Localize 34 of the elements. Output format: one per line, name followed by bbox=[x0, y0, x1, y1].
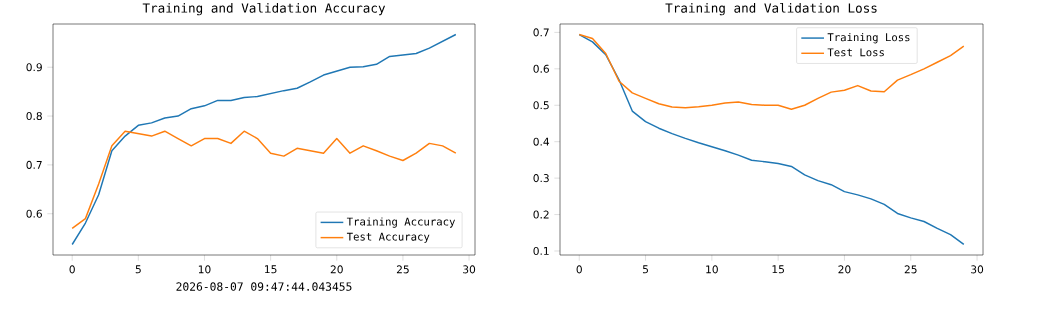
x-tick-label: 30 bbox=[971, 265, 984, 274]
text: 2026-08-07 09:47:44.043455 bbox=[176, 282, 352, 291]
x-tick-label: 0 bbox=[576, 265, 582, 274]
x-tick-label: 10 bbox=[706, 265, 718, 274]
x-tick-label: 20 bbox=[838, 265, 851, 274]
x-tick-label: 5 bbox=[135, 265, 141, 274]
legend-label: Training Loss bbox=[827, 33, 910, 44]
x-tick-label: 30 bbox=[463, 265, 476, 274]
y-tick-label: 0.1 bbox=[533, 246, 549, 256]
x-tick-label: 15 bbox=[265, 265, 277, 274]
x-tick-label: 15 bbox=[772, 265, 784, 274]
x-tick-label: 5 bbox=[642, 265, 648, 274]
legend-label: Test Accuracy bbox=[346, 232, 430, 243]
x-tick-label: 20 bbox=[330, 265, 343, 274]
y-tick-label: 0.5 bbox=[533, 101, 549, 110]
legend-label: Training Accuracy bbox=[346, 217, 456, 228]
y-tick-label: 0.6 bbox=[533, 64, 549, 73]
line-series bbox=[578, 33, 965, 246]
y-tick-label: 0.3 bbox=[533, 174, 549, 183]
y-tick-label: 0.7 bbox=[26, 160, 42, 169]
y-tick-label: 0.7 bbox=[533, 28, 549, 37]
y-tick-label: 0.9 bbox=[26, 63, 42, 72]
x-tick-label: 25 bbox=[904, 265, 917, 274]
legend-label: Test Loss bbox=[827, 48, 884, 57]
chart-title: Training and Validation Loss bbox=[665, 2, 877, 16]
x-tick-label: 0 bbox=[69, 265, 75, 274]
x-tick-label: 10 bbox=[198, 265, 211, 274]
y-tick-label: 0.4 bbox=[533, 137, 550, 146]
y-tick-label: 0.2 bbox=[533, 210, 549, 219]
y-tick-label: 0.8 bbox=[26, 112, 42, 121]
chart-title: Training and Validation Accuracy bbox=[142, 2, 386, 16]
line-series bbox=[578, 33, 965, 110]
y-tick-label: 0.6 bbox=[26, 209, 42, 218]
x-tick-label: 25 bbox=[396, 265, 409, 274]
